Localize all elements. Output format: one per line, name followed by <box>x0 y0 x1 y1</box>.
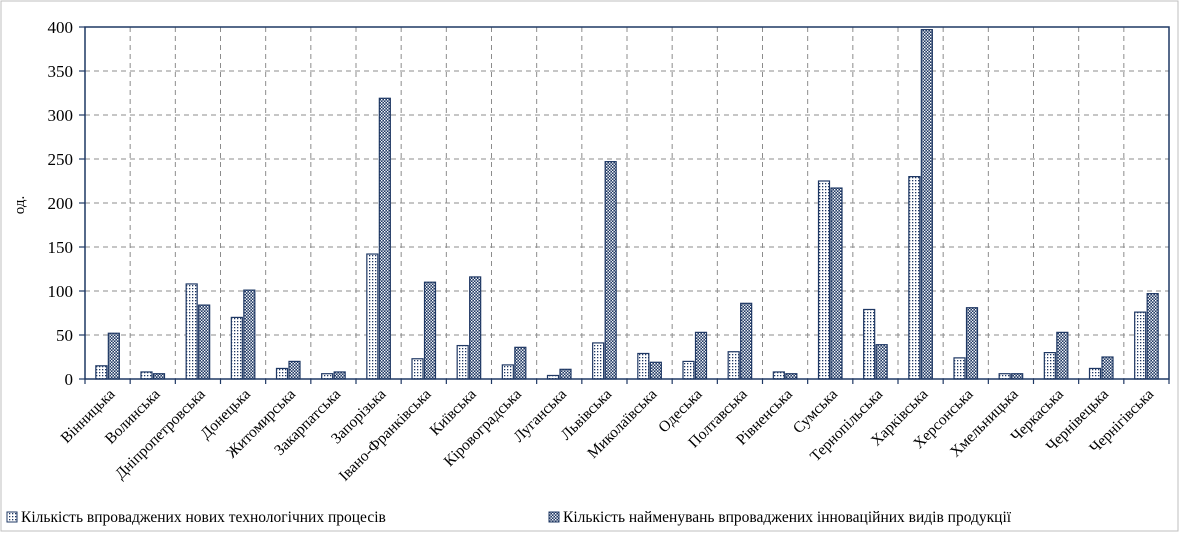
y-tick-label: 100 <box>48 282 74 301</box>
bars <box>95 29 1159 380</box>
bar-products <box>333 371 346 380</box>
bar-products <box>469 276 482 380</box>
bar-processes <box>321 373 334 380</box>
bar-processes <box>95 365 108 380</box>
y-tick-label: 0 <box>65 370 74 389</box>
bar-products <box>875 344 888 380</box>
bar-products <box>559 368 572 380</box>
bar-products <box>514 346 527 380</box>
legend-swatch-processes <box>6 511 18 523</box>
bar-processes <box>411 358 424 380</box>
bar-products <box>198 304 211 380</box>
bar-processes <box>772 371 785 380</box>
y-axis-label: од. <box>12 196 28 214</box>
bar-processes <box>456 344 469 380</box>
bar-products <box>604 161 617 380</box>
bar-products <box>1011 373 1024 380</box>
bar-processes <box>366 253 379 380</box>
y-tick-label: 200 <box>48 194 74 213</box>
bar-products <box>1056 331 1069 380</box>
bar-products <box>423 281 437 380</box>
bar-products <box>830 187 843 380</box>
bar-products <box>785 373 798 380</box>
y-tick-label: 250 <box>48 150 74 169</box>
bar-processes <box>953 357 966 380</box>
bar-products <box>740 302 753 380</box>
bar-products <box>107 332 120 380</box>
y-tick-label: 350 <box>48 62 74 81</box>
legend-label-products: Кількість найменувань впроваджених іннов… <box>563 509 1012 526</box>
bar-processes <box>275 367 289 380</box>
bar-processes <box>637 352 650 380</box>
bar-processes <box>998 373 1011 380</box>
bar-products <box>694 331 708 380</box>
legend-label-processes: Кількість впроваджених нових технологічн… <box>21 509 386 526</box>
bar-processes <box>185 283 198 380</box>
x-tick-label: Кіровоградська <box>441 386 525 470</box>
bar-processes <box>727 351 740 380</box>
bar-processes <box>501 364 514 380</box>
bar-processes <box>230 316 243 380</box>
bar-products <box>152 373 166 380</box>
y-tick-label: 150 <box>48 238 74 257</box>
bar-processes <box>817 180 831 380</box>
bar-processes <box>1088 367 1102 380</box>
bar-processes <box>682 360 695 380</box>
bar-processes <box>140 371 153 380</box>
bar-products <box>378 97 391 380</box>
bar-products <box>288 360 301 380</box>
legend-swatch-products <box>548 511 560 523</box>
grid-lines <box>85 27 1169 379</box>
y-tick-labels: 0 50 100 150 200 250 300 350 400 <box>48 18 74 389</box>
bar-processes <box>1134 311 1147 380</box>
y-tick-label: 400 <box>48 18 74 37</box>
bar-processes <box>592 342 605 380</box>
x-tick-labels: ВінницькаВолинськаДніпропетровськаДонець… <box>58 386 1158 485</box>
bar-processes <box>908 176 921 380</box>
bar-products <box>1146 293 1159 380</box>
bar-products <box>1101 356 1114 380</box>
y-tick-label: 50 <box>56 326 73 345</box>
y-tick-label: 300 <box>48 106 74 125</box>
bar-products <box>243 289 256 380</box>
bar-products <box>649 361 662 380</box>
bar-products <box>920 29 933 380</box>
bar-processes <box>863 308 876 380</box>
legend: Кількість впроваджених нових технологічн… <box>6 509 1012 526</box>
bar-products <box>965 307 979 380</box>
bar-processes <box>1043 352 1056 380</box>
